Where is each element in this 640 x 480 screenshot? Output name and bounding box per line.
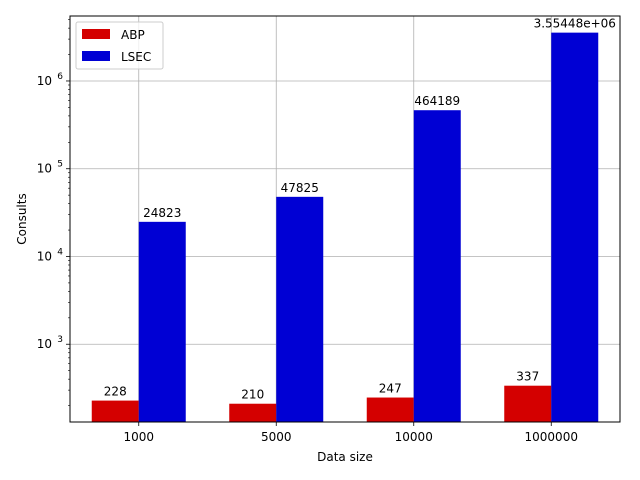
x-tick-label: 1000000 [525, 430, 578, 444]
x-tick-label: 10000 [395, 430, 433, 444]
legend-swatch-abp [82, 29, 110, 39]
y-tick-label: 10 [37, 337, 52, 351]
y-tick-exponent: 3 [57, 335, 63, 345]
x-axis-ticks: 1000 5000 10000 1000000 [123, 422, 578, 444]
bar-abp [91, 400, 139, 422]
bar-abp [229, 403, 277, 422]
data-label-lsec: 464189 [414, 94, 460, 108]
bar-lsec [138, 221, 186, 422]
data-label-abp: 210 [241, 388, 264, 402]
bar-lsec [413, 110, 461, 422]
data-label-lsec: 3.55448e+06 [534, 17, 616, 31]
y-tick-label: 10 [37, 74, 52, 88]
y-tick-exponent: 6 [57, 72, 63, 82]
data-label-lsec: 47825 [281, 181, 319, 195]
data-label-abp: 337 [516, 370, 539, 384]
x-tick-label: 1000 [123, 430, 154, 444]
y-tick-exponent: 4 [57, 247, 63, 257]
legend-label-lsec: LSEC [121, 50, 151, 64]
bar-abp [504, 385, 552, 422]
legend-swatch-lsec [82, 51, 110, 61]
y-axis-label: Consults [15, 193, 29, 244]
y-tick-label: 10 [37, 162, 52, 176]
y-tick-exponent: 5 [57, 160, 63, 170]
data-label-abp: 228 [104, 385, 127, 399]
data-label-lsec: 24823 [143, 206, 181, 220]
bar-lsec [551, 32, 599, 423]
legend: ABP LSEC [75, 21, 164, 70]
legend-label-abp: ABP [121, 28, 145, 42]
data-labels: 228 210 247 337 24823 47825 464189 3.55448e+06 [104, 17, 616, 402]
data-label-abp: 247 [379, 382, 402, 396]
x-tick-label: 5000 [261, 430, 292, 444]
bars [91, 32, 599, 423]
bar-lsec [276, 196, 324, 422]
plot-area-frame [69, 15, 621, 423]
y-tick-label: 10 [37, 249, 52, 263]
bar-abp [366, 397, 414, 422]
y-axis-ticks: 10 3 10 4 10 5 10 6 [37, 19, 70, 406]
x-axis-label: Data size [317, 450, 373, 464]
